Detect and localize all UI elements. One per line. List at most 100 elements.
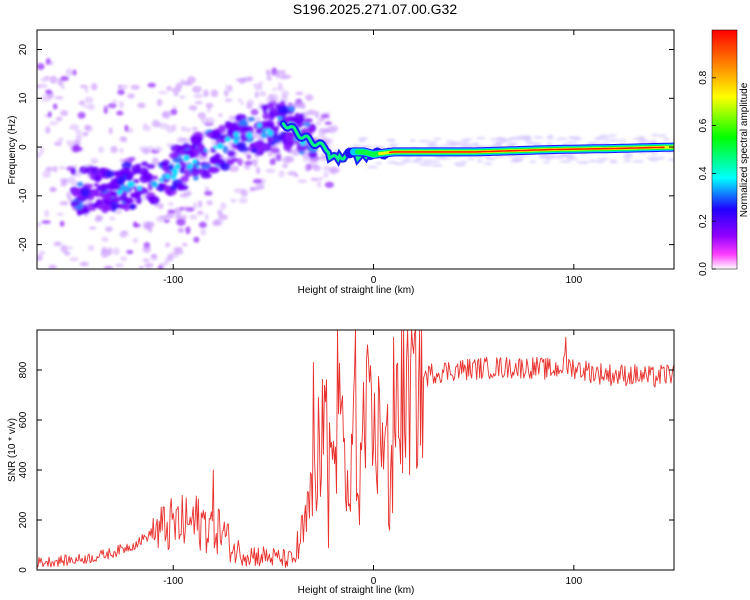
spectrogram-noise-blob (163, 219, 170, 223)
snr-x-tick-label-0: -100 (163, 576, 183, 587)
spectrogram-noise-blob (255, 116, 261, 123)
spectrogram-noise-blob (244, 164, 251, 170)
spectrogram-noise-blob (218, 214, 228, 221)
spectrogram-noise-blob (281, 163, 289, 169)
spectrogram-ridge-blob (239, 120, 247, 126)
spectrogram-noise-blob (43, 287, 50, 292)
spectrogram-noise-blob (40, 77, 49, 82)
spectrogram-noise-blob (142, 149, 150, 155)
spectrogram-ridge-blob (78, 166, 89, 175)
spectrogram-ridge-blob (267, 136, 273, 144)
spectrogram-ridge-blob (190, 135, 203, 146)
spectrogram-halo-blob (358, 139, 366, 143)
spectrogram-noise-blob (58, 305, 62, 311)
spectrogram-noise-blob (192, 126, 198, 131)
spectrogram-noise-blob (322, 165, 332, 172)
spectrogram-noise-blob (118, 100, 124, 109)
spectrogram-noise-blob (185, 127, 192, 133)
spectrogram-halo-blob (427, 140, 438, 144)
spectrogram-noise-blob (266, 76, 272, 81)
spectrogram-noise-blob (37, 254, 43, 262)
spectrogram-noise-blob (85, 305, 91, 312)
spectrogram-ridge-blob (287, 105, 296, 112)
spectrogram-noise-blob (54, 96, 64, 100)
spectrogram-noise-blob (304, 163, 311, 172)
spectrogram-highlight-blob (170, 174, 176, 180)
spectrogram-halo-blob (476, 159, 484, 163)
spectrogram-ridge-blob (235, 141, 247, 150)
spectrogram-ridge-blob (104, 169, 115, 178)
spectrogram-ridge-blob (127, 173, 133, 182)
spectrogram-ridge-blob (121, 161, 132, 170)
spectrogram-noise-blob (44, 209, 50, 218)
spectrogram-noise-blob (250, 108, 259, 116)
spectrogram-noise-blob (318, 131, 326, 139)
spectrogram-noise-blob (200, 117, 209, 125)
spectrogram-noise-blob (194, 101, 203, 105)
spectrogram-ridge-blob (141, 161, 149, 167)
spectrogram-noise-blob (203, 89, 209, 98)
spectrogram-noise-blob (193, 236, 200, 243)
spectrogram-noise-blob (98, 146, 104, 153)
spectrogram-noise-blob (318, 177, 324, 181)
spectrogram-noise-blob (281, 157, 291, 163)
spectrogram-noise-blob (230, 198, 237, 203)
spectrogram-noise-blob (281, 94, 287, 98)
spectrogram-ridge-blob (254, 140, 264, 151)
snr-y-tick-label-4: 800 (18, 361, 29, 378)
spectrogram-noise-blob (182, 206, 191, 210)
spectrogram-frame (36, 29, 675, 270)
spectrogram-halo-blob (511, 136, 518, 140)
spectrogram-y-ticks: -20 -10 0 10 20 (18, 44, 674, 252)
spectrogram-halo-blob (565, 141, 578, 145)
spectrogram-noise-blob (252, 83, 262, 88)
spectrogram-noise-blob (187, 76, 196, 84)
spectrogram-noise-blob (130, 84, 140, 90)
spectrogram-ridge-blob (105, 183, 113, 188)
spectrogram-halo-blob (608, 139, 619, 142)
spectrogram-ridge-blob (112, 196, 121, 203)
spectrogram-noise-blob (113, 275, 118, 279)
spectrogram-ridge-blob (169, 184, 177, 191)
spectrogram-halo-blob (623, 159, 632, 163)
spectrogram-noise-blob (39, 294, 44, 301)
spectrogram-ridge-blob (200, 172, 212, 179)
spectrogram-noise-blob (65, 291, 74, 296)
spectrogram-ridge-blob (76, 181, 84, 187)
spectrogram-noise-blob (323, 172, 329, 178)
spectrogram-halo-blob (524, 139, 532, 143)
spectrogram-noise-blob (107, 274, 116, 278)
spectrogram-noise-blob (142, 258, 150, 262)
spectrogram-noise-blob (156, 98, 163, 107)
spectrogram-ridge-blob (268, 107, 278, 117)
spectrogram-halo-blob (646, 156, 658, 160)
spectrogram-highlight-blob (203, 148, 208, 153)
spectrogram-highlight-blob (187, 163, 194, 169)
spectrogram-noise-blob (154, 146, 163, 153)
spectrogram-noise-blob (45, 89, 53, 95)
snr-y-tick-label-2: 400 (18, 461, 29, 478)
spectrogram-noise-blob (53, 241, 62, 247)
spectrogram-ridge-blob (146, 163, 156, 169)
spectrogram-noise-blob (59, 201, 69, 206)
spectrogram-halo-blob (555, 137, 568, 141)
spectrogram-noise-blob (185, 226, 191, 235)
spectrogram-halo-blob (598, 134, 610, 138)
spectrogram-noise-blob (191, 85, 202, 93)
spectrogram-highlight-blob (117, 189, 123, 195)
spectrogram-noise-blob (265, 168, 276, 174)
spectrogram-x-tick-label-1: 0 (371, 275, 377, 286)
spectrogram-highlight-blob (257, 123, 262, 128)
spectrogram-noise-blob (117, 84, 122, 89)
spectrogram-noise-blob (310, 177, 320, 182)
spectrogram-noise-blob (181, 214, 187, 221)
spectrogram-ridge-blob (80, 187, 90, 198)
spectrogram-highlight-blob (124, 187, 130, 193)
spectrogram-ridge-blob (98, 185, 108, 193)
colorbar-ticks: 0.0 0.2 0.4 0.6 0.8 (698, 70, 716, 276)
spectrogram-noise-blob (109, 216, 116, 221)
spectrogram-noise-blob (37, 222, 42, 227)
spectrogram-noise-blob (170, 108, 178, 116)
spectrogram-highlight-blob (164, 173, 171, 180)
spectrogram-ridge-blob (220, 162, 231, 171)
